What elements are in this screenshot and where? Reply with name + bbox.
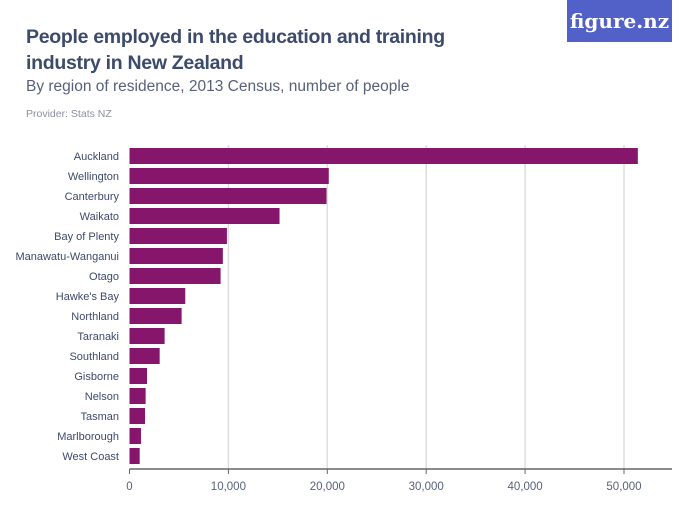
bar xyxy=(129,248,223,264)
bar xyxy=(129,288,186,304)
x-tick-label: 10,000 xyxy=(211,481,246,493)
bar xyxy=(129,368,148,384)
bar xyxy=(129,208,280,224)
bar xyxy=(129,448,140,464)
category-label: Tasman xyxy=(80,411,119,423)
figure-nz-logo[interactable]: figure.nz xyxy=(567,0,672,42)
chart-subtitle: By region of residence, 2013 Census, num… xyxy=(26,78,410,95)
category-label: Northland xyxy=(71,311,119,323)
category-label: Auckland xyxy=(74,151,119,163)
category-label: Bay of Plenty xyxy=(54,231,119,243)
chart-title: People employed in the education and tra… xyxy=(26,26,445,74)
bar xyxy=(129,148,638,164)
category-label: Hawke's Bay xyxy=(56,291,120,303)
x-tick-label: 50,000 xyxy=(606,481,641,493)
bar xyxy=(129,188,327,204)
provider-text: Provider: Stats NZ xyxy=(26,108,112,120)
x-tick-label: 30,000 xyxy=(409,481,444,493)
category-label: West Coast xyxy=(62,451,119,463)
bar xyxy=(129,308,182,324)
category-label: Manawatu-Wanganui xyxy=(15,251,119,263)
bar xyxy=(129,348,160,364)
bar xyxy=(129,408,146,424)
bar xyxy=(129,168,329,184)
category-label: Nelson xyxy=(85,391,119,403)
category-label: Gisborne xyxy=(74,371,119,383)
bar xyxy=(129,268,221,284)
category-label: Taranaki xyxy=(77,331,119,343)
category-label: Otago xyxy=(89,271,119,283)
x-tick-label: 40,000 xyxy=(508,481,543,493)
bar xyxy=(129,228,227,244)
category-label: Canterbury xyxy=(65,191,120,203)
bar xyxy=(129,428,141,444)
category-label: Wellington xyxy=(68,171,119,183)
category-label: Southland xyxy=(69,351,119,363)
category-label: Waikato xyxy=(80,211,119,223)
x-tick-label: 0 xyxy=(126,481,132,493)
bar xyxy=(129,388,146,404)
x-tick-label: 20,000 xyxy=(310,481,345,493)
bar xyxy=(129,328,165,344)
category-label: Marlborough xyxy=(57,431,119,443)
